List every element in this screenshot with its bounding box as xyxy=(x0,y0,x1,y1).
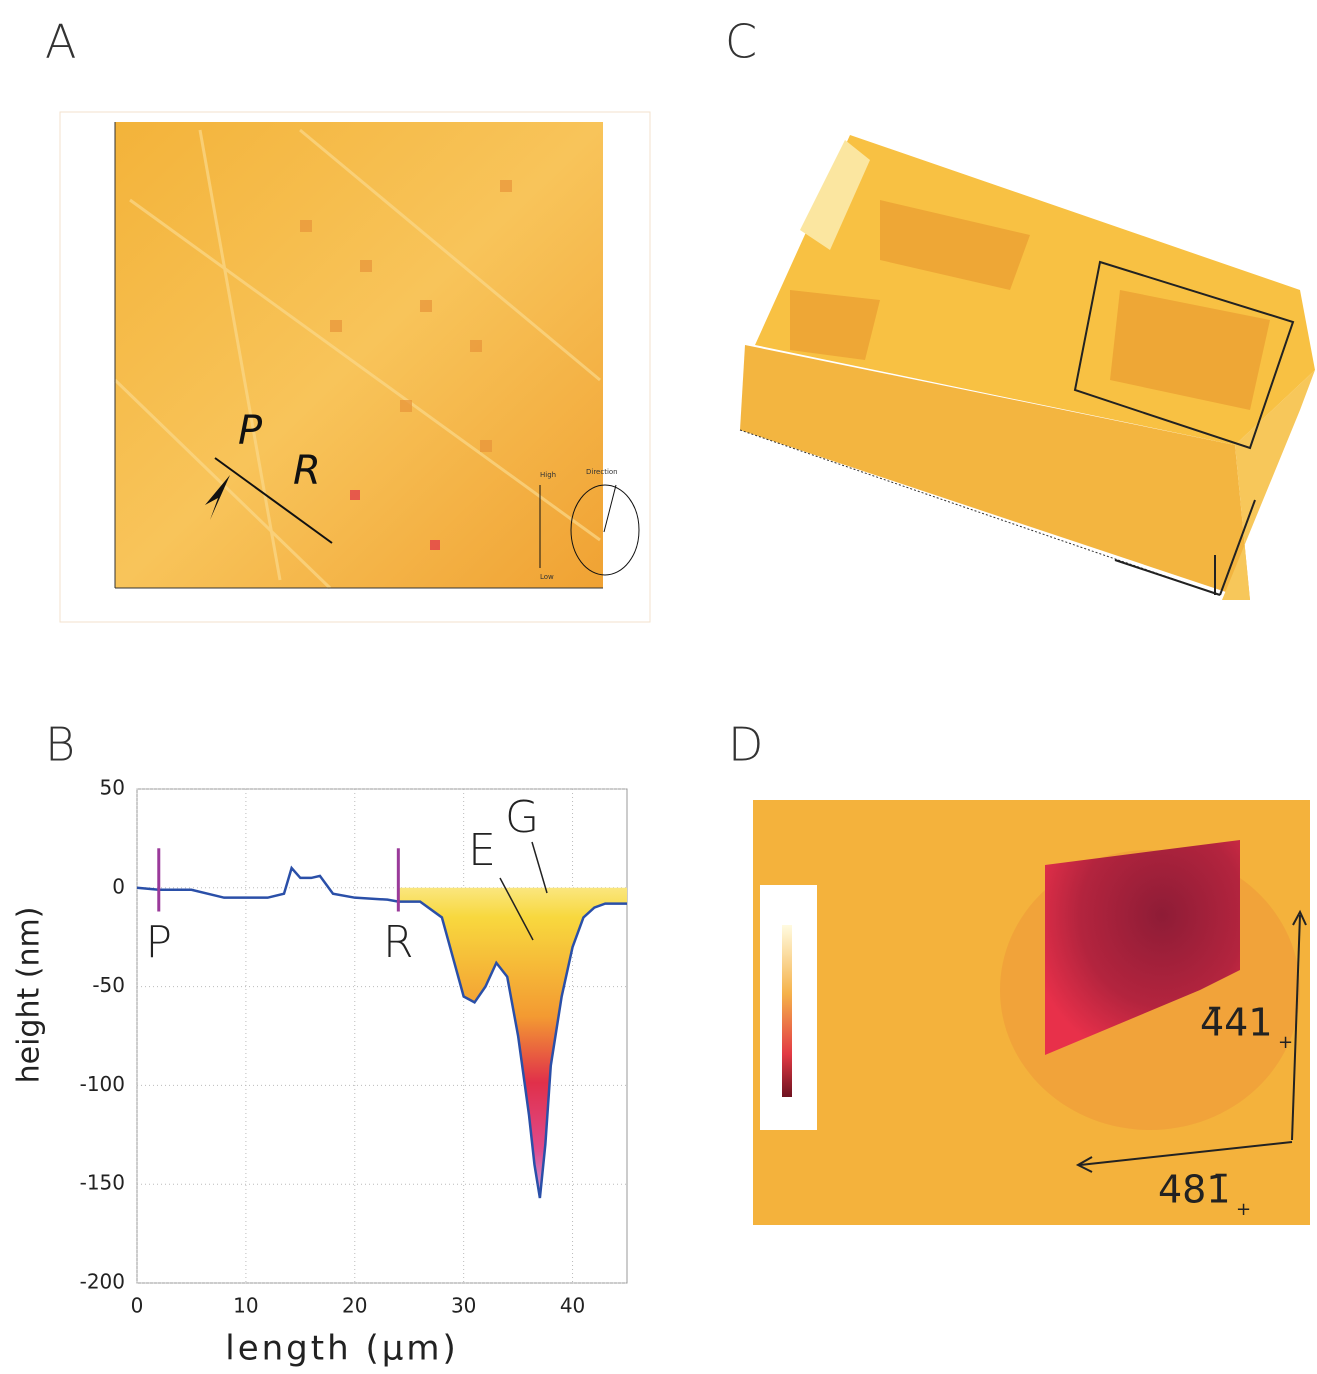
panel-label: A xyxy=(45,15,76,69)
direction-label: 481̄ xyxy=(1158,1168,1231,1212)
filled-area xyxy=(137,868,627,1198)
y-tick-label: -50 xyxy=(92,973,125,997)
legend-text: High xyxy=(540,471,556,479)
marker-label: P xyxy=(146,917,173,968)
legend-text: Low xyxy=(540,573,554,581)
x-tick-label: 0 xyxy=(131,1294,144,1318)
annotation: G xyxy=(505,792,539,843)
panel-label: C xyxy=(725,15,757,69)
x-axis-label: length (μm) xyxy=(225,1329,458,1369)
direction-label: 4̄41 xyxy=(1200,1001,1273,1045)
page: A P R High Low Direction C D 4̄41 + 481̄… xyxy=(0,0,1317,1374)
direction-sign: + xyxy=(1278,1032,1293,1053)
y-tick-label: 50 xyxy=(100,776,125,800)
x-tick-label: 30 xyxy=(451,1294,476,1318)
panel-label: D xyxy=(728,718,763,772)
direction-sign: + xyxy=(1236,1199,1251,1220)
y-tick-label: -200 xyxy=(80,1270,125,1294)
legend-text: Direction xyxy=(586,468,618,476)
panel-label: B xyxy=(45,718,75,772)
y-tick-label: -100 xyxy=(80,1072,125,1096)
y-tick-label: -150 xyxy=(80,1171,125,1195)
leader xyxy=(532,842,547,893)
figure: A P R High Low Direction C D 4̄41 + 481̄… xyxy=(0,0,1317,1370)
x-tick-label: 10 xyxy=(233,1294,258,1318)
marker-label: R xyxy=(383,917,414,968)
marker-label: P xyxy=(238,408,263,454)
afm-image xyxy=(115,122,603,588)
marker-label: R xyxy=(293,448,321,494)
y-tick-label: 0 xyxy=(112,874,125,898)
x-tick-label: 20 xyxy=(342,1294,367,1318)
colorbar xyxy=(782,925,792,1097)
annotation: E xyxy=(468,825,496,876)
x-tick-label: 40 xyxy=(560,1294,585,1318)
y-axis-label: height (nm) xyxy=(12,907,47,1084)
